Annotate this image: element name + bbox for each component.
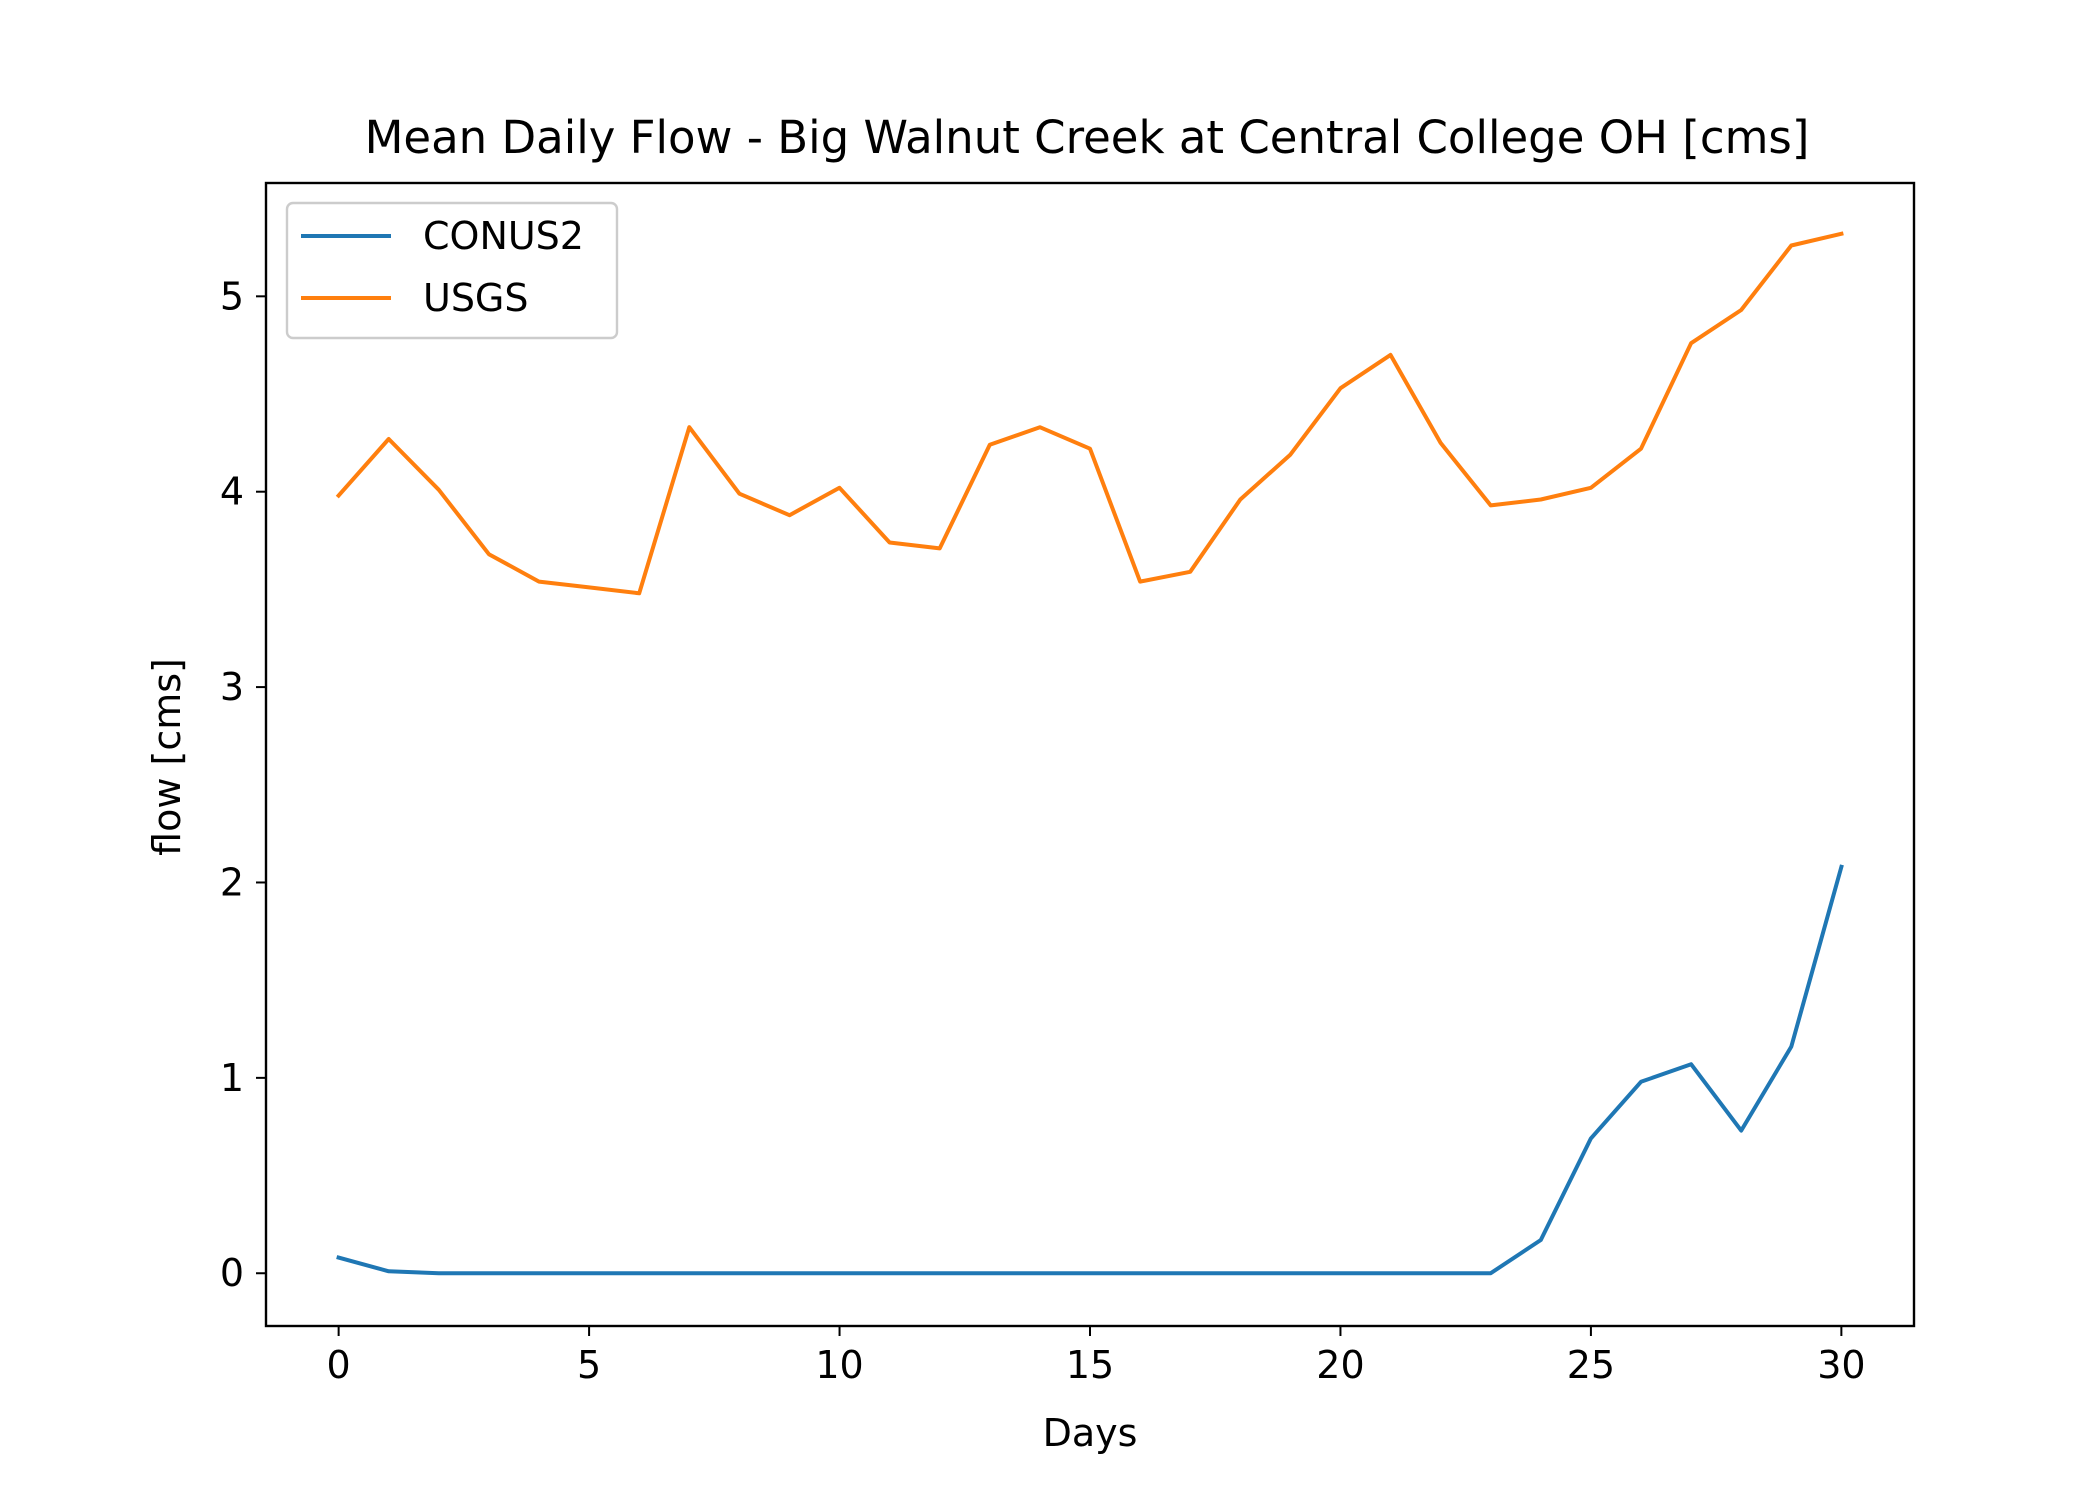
legend: CONUS2 USGS: [285, 201, 619, 340]
x-tick-label: 20: [1316, 1343, 1364, 1387]
x-tick-label: 10: [815, 1343, 863, 1387]
plot-area: [335, 231, 1844, 1276]
chart-title: Mean Daily Flow - Big Walnut Creek at Ce…: [365, 111, 1810, 164]
y-tick-label: 2: [220, 860, 244, 904]
y-axis-label: flow [cms]: [145, 658, 189, 856]
x-axis-label: Days: [1043, 1411, 1138, 1455]
x-tick-label: 15: [1066, 1343, 1114, 1387]
series-line-conus2: [336, 864, 1844, 1276]
legend-label-conus2: CONUS2: [423, 214, 584, 258]
y-tick-label: 1: [220, 1056, 244, 1100]
x-tick-label: 5: [577, 1343, 601, 1387]
x-tick-label: 30: [1817, 1343, 1865, 1387]
y-tick-label: 5: [220, 274, 244, 318]
plot-frame: [264, 181, 1916, 1328]
y-tick-label: 3: [220, 665, 244, 709]
series-line-usgs: [335, 231, 1844, 596]
y-tick-label: 4: [220, 470, 244, 514]
legend-label-usgs: USGS: [423, 276, 529, 320]
x-tick-label: 25: [1567, 1343, 1615, 1387]
x-tick-label: 0: [327, 1343, 351, 1387]
y-axis: 0 1 2 3 4 5: [220, 274, 266, 1295]
y-tick-label: 0: [220, 1251, 244, 1295]
x-axis: 0 5 10 15 20 25 30: [327, 1326, 1866, 1387]
